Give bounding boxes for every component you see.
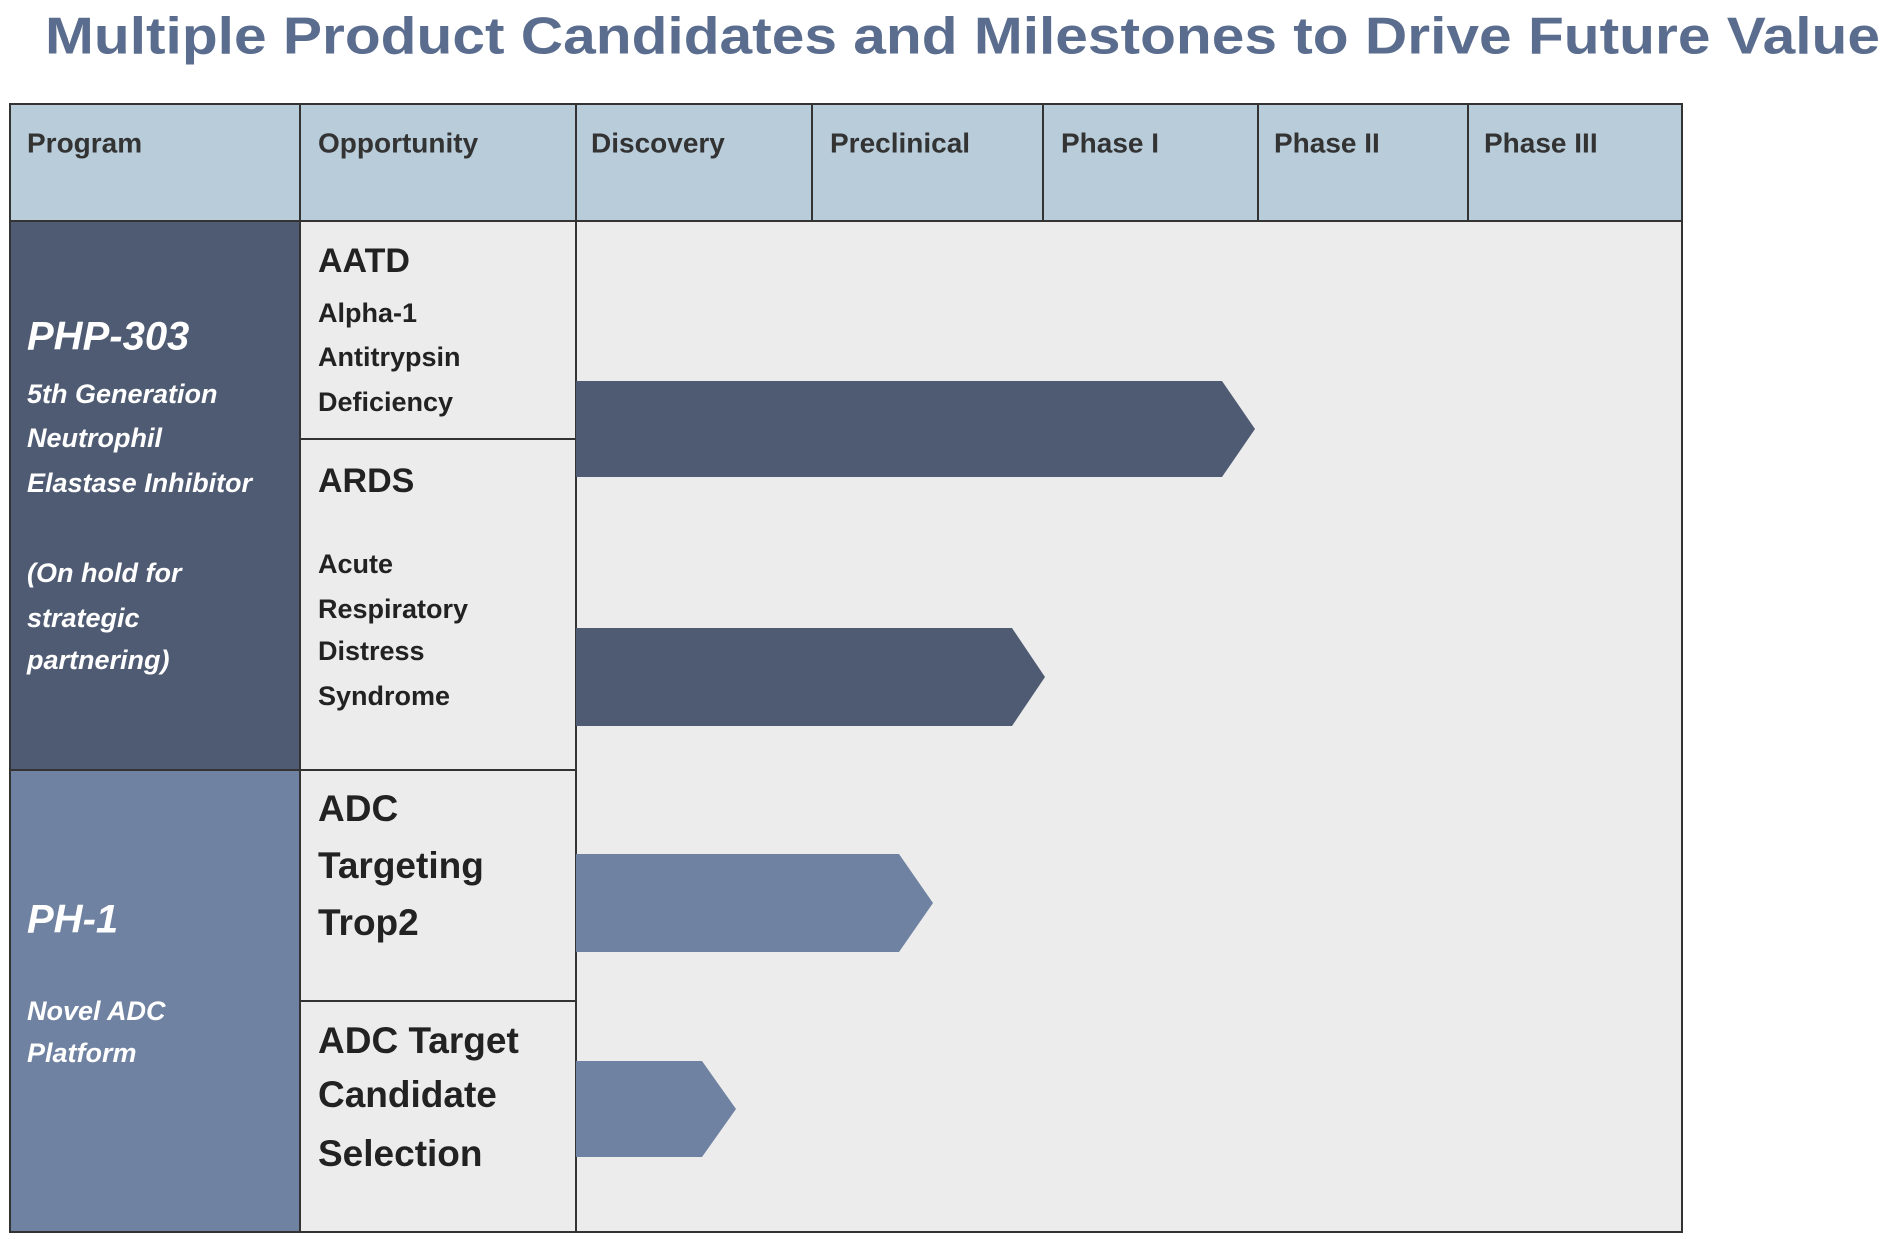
stage-area bbox=[575, 220, 1683, 1233]
program-cell bbox=[9, 220, 301, 771]
program-description: partnering) bbox=[26, 645, 170, 675]
opportunity-title: Targeting bbox=[318, 845, 484, 886]
opportunity-detail: Respiratory bbox=[318, 594, 468, 624]
progress-arrow bbox=[576, 628, 1045, 726]
opportunity-cell bbox=[299, 769, 577, 1002]
header-label: Phase I bbox=[1061, 127, 1159, 158]
progress-arrow bbox=[576, 381, 1255, 477]
program-name: PH-1 bbox=[27, 898, 118, 942]
opportunity-title: ARDS bbox=[318, 462, 414, 500]
program-cell bbox=[9, 769, 301, 1233]
opportunity-detail: Deficiency bbox=[318, 387, 453, 417]
opportunity-title: ADC Target bbox=[318, 1020, 519, 1061]
program-description: Neutrophil bbox=[27, 423, 162, 453]
program-description: Novel ADC bbox=[27, 996, 166, 1026]
opportunity-title: Candidate bbox=[318, 1074, 497, 1115]
header-label: Phase III bbox=[1484, 127, 1598, 158]
program-description: Platform bbox=[27, 1038, 137, 1068]
program-description: 5th Generation bbox=[27, 379, 218, 409]
opportunity-detail: Distress bbox=[318, 636, 425, 666]
progress-arrow bbox=[576, 1061, 736, 1157]
program-description: strategic bbox=[27, 603, 140, 633]
opportunity-title: AATD bbox=[318, 242, 410, 280]
opportunity-detail: Syndrome bbox=[318, 681, 450, 711]
header-label: Discovery bbox=[591, 127, 725, 158]
opportunity-cell bbox=[299, 220, 577, 440]
header-label: Phase II bbox=[1274, 127, 1380, 158]
cell-texts: Program Opportunity Discovery Preclinical Ph… bbox=[26, 127, 1598, 1173]
opportunity-cell bbox=[299, 1000, 577, 1233]
header-row bbox=[9, 103, 1683, 222]
header-dividers bbox=[299, 104, 1469, 221]
program-description: (On hold for bbox=[27, 558, 183, 588]
header-label: Preclinical bbox=[830, 127, 970, 158]
opportunity-detail: Acute bbox=[318, 549, 393, 579]
program-description: Elastase Inhibitor bbox=[27, 468, 254, 498]
opportunity-title: ADC bbox=[318, 788, 398, 829]
opportunity-cell bbox=[299, 438, 577, 771]
opportunity-detail: Alpha-1 bbox=[318, 298, 417, 328]
opportunity-detail: Antitrypsin bbox=[318, 342, 461, 372]
header-label: Program bbox=[27, 127, 142, 158]
title: Multiple Product Candidates and Mileston… bbox=[45, 8, 1880, 66]
program-name: PHP-303 bbox=[27, 315, 189, 359]
opportunity-title: Selection bbox=[318, 1133, 483, 1174]
opportunity-title: Trop2 bbox=[318, 902, 419, 943]
header-label: Opportunity bbox=[318, 127, 479, 158]
progress-arrow bbox=[576, 854, 933, 952]
